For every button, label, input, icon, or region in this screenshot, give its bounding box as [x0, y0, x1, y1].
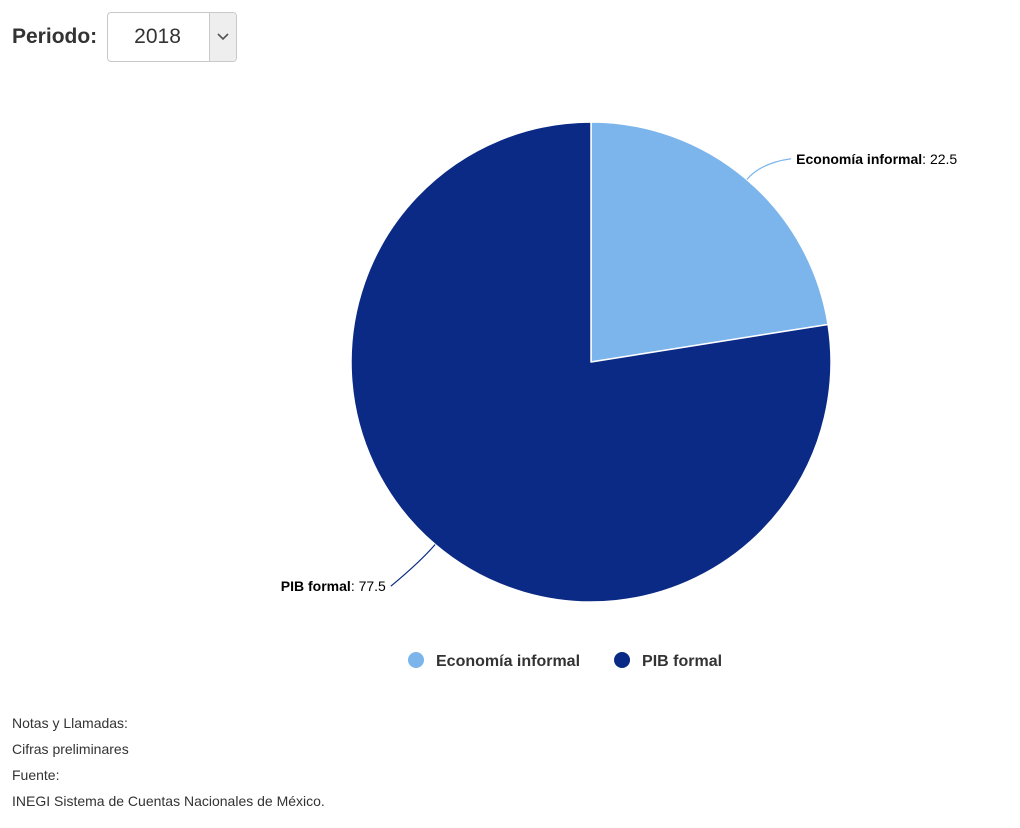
chart-notes: Notas y Llamadas: Cifras preliminares Fu… — [12, 710, 325, 814]
period-label: Periodo: — [12, 25, 98, 48]
connector-economia-informal — [746, 158, 792, 180]
legend-item-economia-informal[interactable]: Economía informal — [408, 652, 580, 670]
pie-slice-pib-formal[interactable] — [350, 121, 832, 603]
label-connectors — [390, 158, 792, 587]
data-labels: Economía informal: 22.5 PIB formal: 77.5 — [281, 151, 958, 594]
legend-marker-economia-informal — [408, 652, 424, 668]
legend-item-pib-formal[interactable]: PIB formal — [614, 652, 722, 670]
legend-label-pib-formal: PIB formal — [642, 653, 722, 670]
source-text: INEGI Sistema de Cuentas Nacionales de M… — [12, 793, 325, 809]
notes-text: Cifras preliminares — [12, 741, 129, 757]
period-selector: Periodo: 2018 — [12, 10, 238, 64]
data-label-name-economia-informal: Economía informal — [796, 151, 922, 167]
period-selected-value: 2018 — [134, 25, 181, 48]
source-heading: Fuente: — [12, 767, 60, 783]
data-label-pib-formal: PIB formal: 77.5 — [281, 578, 386, 594]
pie-slice-economia-informal[interactable] — [590, 121, 829, 363]
data-label-economia-informal: Economía informal: 22.5 — [796, 151, 957, 167]
period-dropdown[interactable]: 2018 — [107, 12, 238, 62]
legend-marker-pib-formal — [614, 652, 631, 668]
data-label-value-economia-informal: : 22.5 — [922, 151, 957, 167]
chart-legend: Economía informal PIB formal — [408, 652, 722, 670]
notes-heading: Notas y Llamadas: — [12, 715, 128, 731]
data-label-name-pib-formal: PIB formal — [281, 578, 351, 594]
chevron-down-icon[interactable] — [209, 13, 237, 61]
data-label-value-pib-formal: : 77.5 — [351, 578, 386, 594]
connector-pib-formal — [390, 544, 436, 587]
legend-label-economia-informal: Economía informal — [436, 653, 580, 670]
pie-slices — [350, 121, 832, 603]
